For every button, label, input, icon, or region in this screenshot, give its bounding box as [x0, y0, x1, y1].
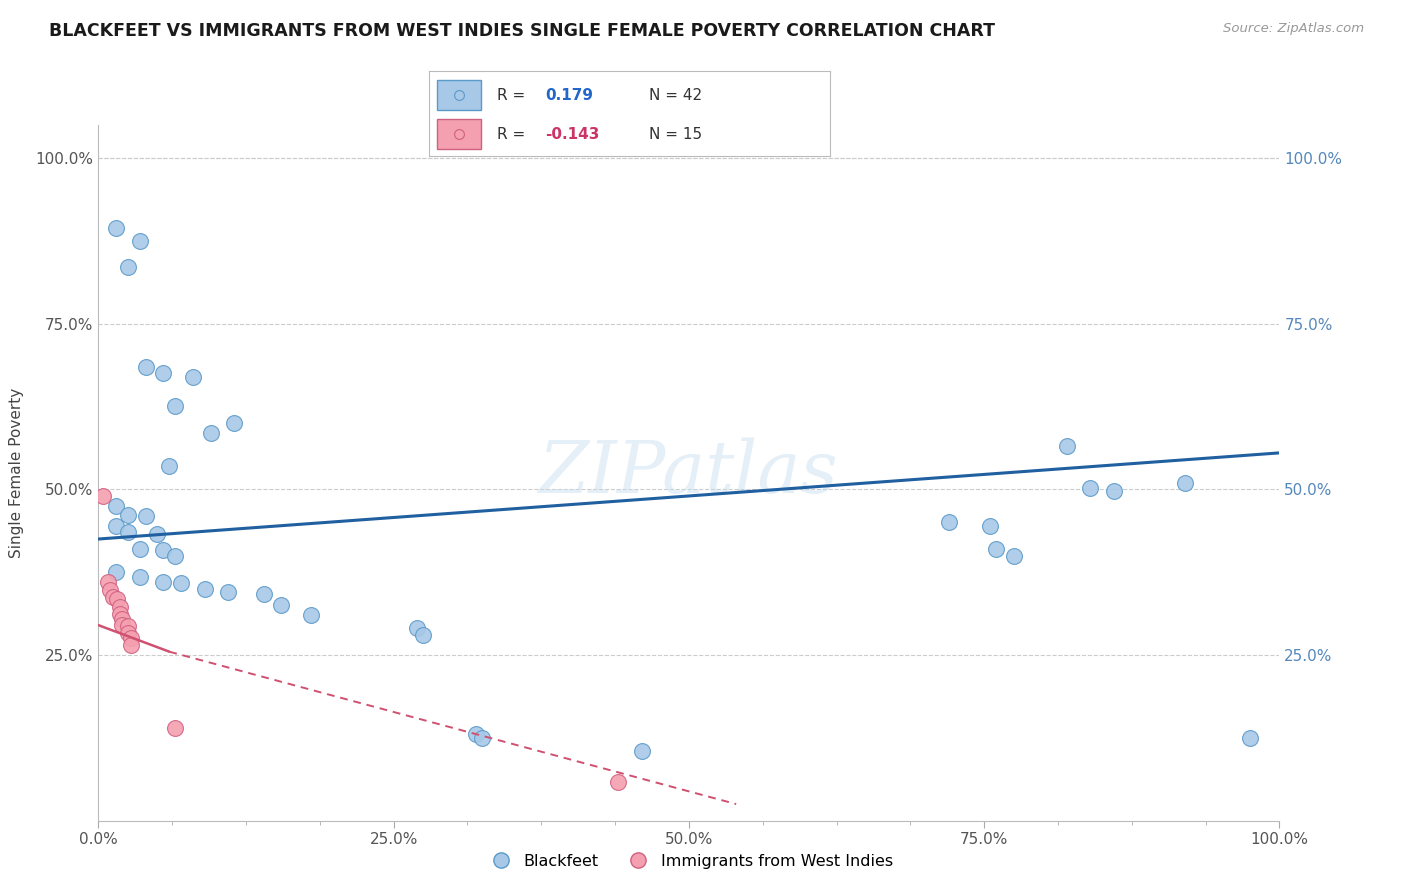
Point — [938, 516, 960, 530]
Point — [447, 88, 470, 103]
Text: ZIPatlas: ZIPatlas — [538, 437, 839, 508]
Point — [105, 499, 128, 513]
FancyBboxPatch shape — [437, 119, 481, 149]
Point — [465, 727, 488, 741]
Point — [105, 220, 128, 235]
Point — [979, 518, 1001, 533]
Point — [200, 425, 222, 440]
Point — [111, 611, 134, 625]
Point — [91, 489, 114, 503]
Point — [224, 416, 246, 430]
Point — [406, 622, 429, 636]
Point — [1239, 731, 1261, 745]
Point — [117, 508, 139, 522]
Point — [117, 626, 139, 640]
Legend: Blackfeet, Immigrants from West Indies: Blackfeet, Immigrants from West Indies — [478, 847, 900, 875]
Point — [111, 618, 134, 632]
Point — [98, 582, 121, 597]
Point — [253, 587, 276, 601]
Point — [412, 628, 434, 642]
Point — [270, 599, 292, 613]
Point — [607, 775, 630, 789]
Point — [471, 731, 494, 745]
Text: R =: R = — [496, 87, 530, 103]
Point — [1102, 483, 1125, 498]
Point — [447, 127, 470, 141]
Point — [217, 585, 239, 599]
Text: 0.179: 0.179 — [546, 87, 593, 103]
Point — [181, 369, 204, 384]
Point — [165, 721, 187, 735]
Point — [152, 575, 174, 590]
Point — [121, 632, 143, 646]
Point — [121, 638, 143, 652]
Point — [128, 234, 150, 248]
Point — [108, 607, 131, 621]
Point — [152, 367, 174, 381]
Text: N = 42: N = 42 — [650, 87, 703, 103]
Point — [165, 400, 187, 414]
Point — [117, 260, 139, 275]
Point — [117, 619, 139, 633]
Point — [97, 575, 120, 590]
Point — [105, 518, 128, 533]
FancyBboxPatch shape — [437, 80, 481, 111]
Text: R =: R = — [496, 127, 530, 142]
Text: -0.143: -0.143 — [546, 127, 599, 142]
Point — [1002, 549, 1025, 563]
Point — [170, 576, 193, 591]
Point — [105, 591, 128, 606]
Point — [152, 543, 174, 558]
Text: Source: ZipAtlas.com: Source: ZipAtlas.com — [1223, 22, 1364, 36]
Point — [1174, 475, 1197, 490]
Point — [165, 549, 187, 563]
Point — [984, 541, 1007, 556]
Text: BLACKFEET VS IMMIGRANTS FROM WEST INDIES SINGLE FEMALE POVERTY CORRELATION CHART: BLACKFEET VS IMMIGRANTS FROM WEST INDIES… — [49, 22, 995, 40]
Point — [128, 570, 150, 584]
Point — [108, 600, 131, 615]
Point — [146, 527, 169, 541]
Point — [1080, 481, 1102, 495]
Point — [135, 508, 157, 523]
Y-axis label: Single Female Poverty: Single Female Poverty — [10, 388, 24, 558]
Point — [194, 582, 217, 596]
Point — [105, 565, 128, 579]
Point — [128, 541, 150, 556]
Text: N = 15: N = 15 — [650, 127, 703, 142]
Point — [101, 590, 124, 604]
Point — [117, 525, 139, 540]
Point — [1056, 439, 1078, 453]
Point — [135, 359, 157, 374]
Point — [157, 459, 180, 474]
Point — [299, 608, 322, 623]
Point — [630, 744, 652, 758]
